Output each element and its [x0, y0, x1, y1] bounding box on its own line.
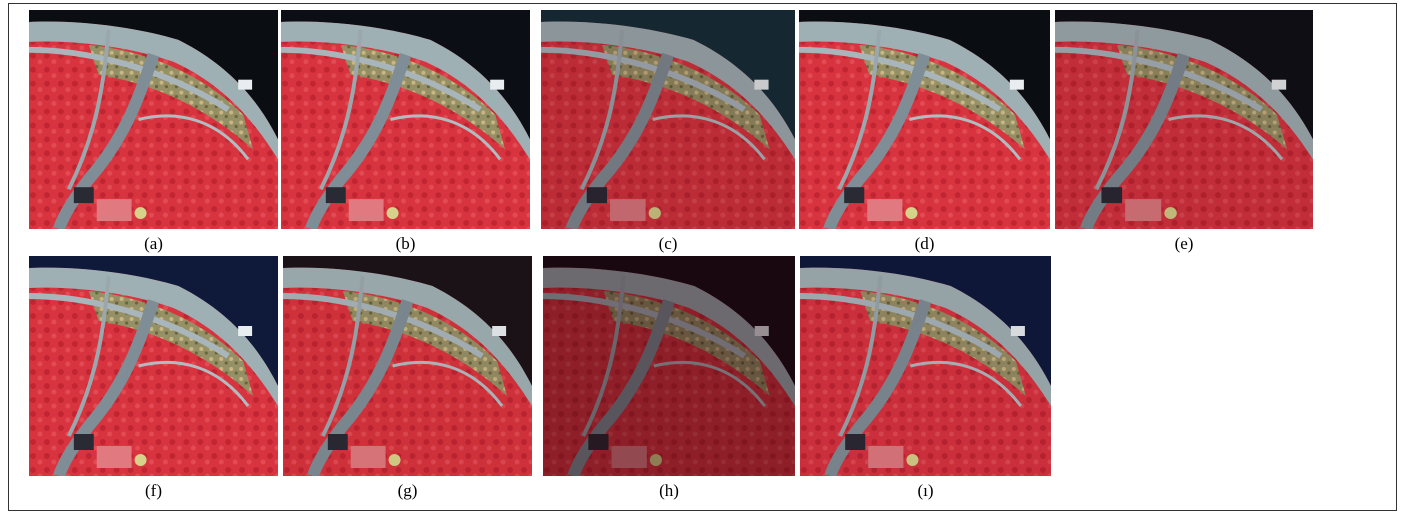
panel-caption: (ı): [917, 481, 934, 500]
panel-caption: (d): [914, 234, 935, 253]
image: [281, 10, 530, 229]
panel-caption: (c): [658, 234, 678, 253]
satellite-image: [281, 10, 530, 229]
image: [541, 10, 795, 229]
image: [283, 256, 532, 476]
satellite-image: [283, 256, 532, 476]
image: [29, 10, 278, 229]
image: [543, 256, 795, 476]
figure-frame: [8, 3, 1397, 511]
satellite-image: [800, 256, 1051, 476]
panel-caption: (b): [395, 234, 416, 253]
satellite-image: [29, 10, 278, 229]
panel-caption: (f): [145, 481, 162, 500]
image: [1055, 10, 1313, 229]
panel-caption: (a): [144, 234, 163, 253]
satellite-image: [541, 10, 795, 229]
panel-caption: (g): [397, 481, 418, 500]
panel-caption: (h): [659, 481, 679, 500]
image: [29, 256, 278, 476]
image: [799, 10, 1050, 229]
satellite-image: [1055, 10, 1313, 229]
satellite-image: [29, 256, 278, 476]
image: [800, 256, 1051, 476]
satellite-image: [543, 256, 795, 476]
satellite-image: [799, 10, 1050, 229]
panel-caption: (e): [1174, 234, 1194, 253]
